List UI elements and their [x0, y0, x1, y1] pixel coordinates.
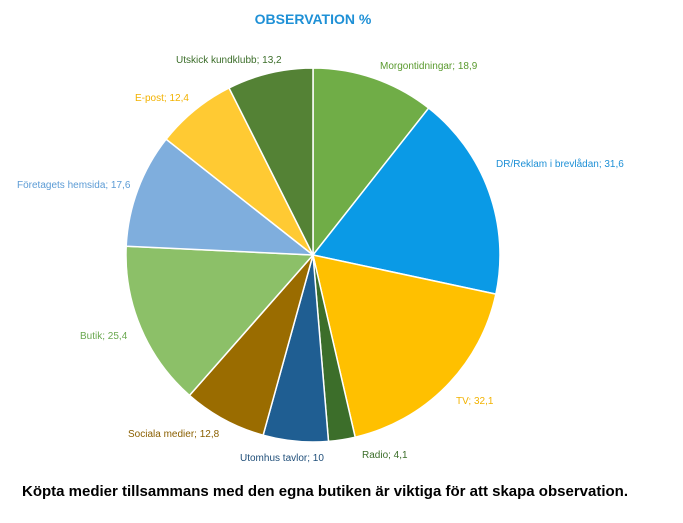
slice-label: Butik; 25,4 — [80, 331, 128, 342]
pie-slices — [125, 67, 501, 443]
slice-label: E-post; 12,4 — [135, 93, 189, 104]
slice-label: Utskick kundklubb; 13,2 — [176, 55, 282, 66]
slice-label: Morgontidningar; 18,9 — [380, 61, 478, 72]
slice-label: Företagets hemsida; 17,6 — [17, 180, 131, 191]
pie-slice-företagets-hemsida — [125, 138, 316, 256]
slice-label: Utomhus tavlor; 10 — [240, 453, 324, 464]
slice-label: Radio; 4,1 — [362, 450, 408, 461]
pie-slice-tv — [312, 254, 497, 439]
slice-label: DR/Reklam i brevlådan; 31,6 — [496, 158, 624, 170]
pie-slice-butik — [125, 245, 315, 397]
slice-label: Sociala medier; 12,8 — [128, 429, 220, 440]
pie-slice-utskick-kundklubb — [228, 67, 314, 256]
pie-slice-morgontidningar — [312, 67, 430, 258]
slice-label: TV; 32,1 — [456, 396, 494, 407]
slice-labels: Morgontidningar; 18,9 DR/Reklam i brevlåd… — [17, 55, 624, 464]
chart-caption: Köpta medier tillsammans med den egna bu… — [22, 483, 628, 500]
pie-slice-dr-reklam-i-brevlådan — [311, 106, 501, 296]
chart-title: OBSERVATION % — [255, 11, 372, 27]
